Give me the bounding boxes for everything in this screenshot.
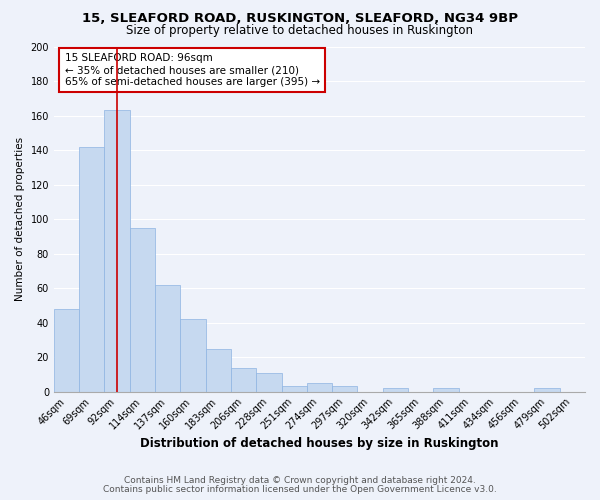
Bar — [383, 388, 408, 392]
Bar — [281, 386, 307, 392]
Bar — [433, 388, 458, 392]
X-axis label: Distribution of detached houses by size in Ruskington: Distribution of detached houses by size … — [140, 437, 499, 450]
Text: Contains public sector information licensed under the Open Government Licence v3: Contains public sector information licen… — [103, 485, 497, 494]
Bar — [181, 319, 206, 392]
Bar — [231, 368, 256, 392]
Text: 15, SLEAFORD ROAD, RUSKINGTON, SLEAFORD, NG34 9BP: 15, SLEAFORD ROAD, RUSKINGTON, SLEAFORD,… — [82, 12, 518, 26]
Bar — [332, 386, 358, 392]
Bar — [79, 146, 104, 392]
Bar — [535, 388, 560, 392]
Bar — [256, 372, 281, 392]
Bar — [206, 348, 231, 392]
Bar — [130, 228, 155, 392]
Y-axis label: Number of detached properties: Number of detached properties — [15, 137, 25, 301]
Bar — [104, 110, 130, 392]
Text: 15 SLEAFORD ROAD: 96sqm
← 35% of detached houses are smaller (210)
65% of semi-d: 15 SLEAFORD ROAD: 96sqm ← 35% of detache… — [65, 54, 320, 86]
Bar — [155, 284, 181, 392]
Bar — [307, 383, 332, 392]
Bar — [54, 309, 79, 392]
Text: Size of property relative to detached houses in Ruskington: Size of property relative to detached ho… — [127, 24, 473, 37]
Text: Contains HM Land Registry data © Crown copyright and database right 2024.: Contains HM Land Registry data © Crown c… — [124, 476, 476, 485]
